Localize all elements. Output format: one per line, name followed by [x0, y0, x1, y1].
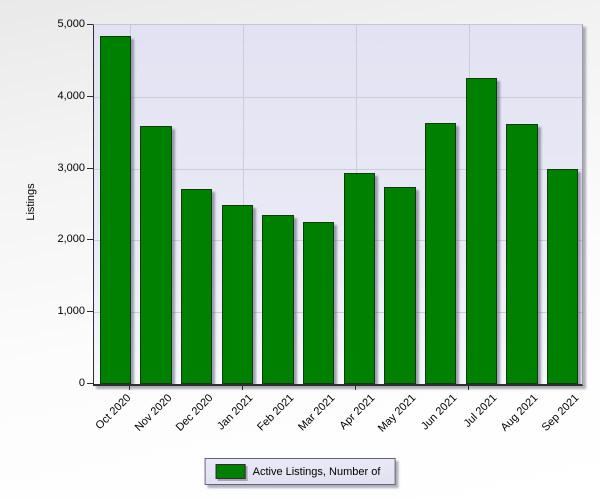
bar-nov-2020 [140, 126, 172, 384]
x-tick-mark [355, 385, 356, 390]
bar-dec-2020 [180, 188, 213, 384]
bar-jan-2021 [221, 204, 254, 384]
y-tick-label: 4,000 [57, 89, 85, 102]
y-tick-label: 1,000 [57, 305, 85, 318]
bar-oct-2020 [99, 35, 132, 384]
y-gridline [94, 312, 582, 314]
y-tick-label: 2,000 [57, 233, 85, 246]
bar-apr-2021 [343, 173, 376, 384]
y-tick-mark [87, 383, 93, 384]
legend-series-label: Active Listings, Number of [252, 465, 381, 478]
bar-jun-2021 [424, 122, 457, 384]
x-tick-mark [242, 385, 243, 390]
y-gridline [94, 96, 582, 98]
x-tick-mark [129, 385, 130, 390]
y-gridline [94, 168, 582, 170]
bar-sep-2021 [546, 168, 579, 384]
y-tick-label: 3,000 [57, 161, 85, 174]
legend-swatch-icon [215, 464, 246, 479]
y-tick-label: 0 [78, 377, 85, 389]
y-gridline [94, 240, 582, 242]
y-tick-label: 5,000 [57, 18, 85, 30]
bar-may-2021 [384, 186, 416, 384]
bar-jul-2021 [465, 78, 498, 384]
bar-aug-2021 [506, 124, 538, 384]
bar-feb-2021 [262, 214, 294, 384]
x-gridline [243, 25, 244, 384]
legend: Active Listings, Number of [204, 458, 396, 485]
y-tick-mark [87, 311, 93, 313]
bar-mar-2021 [302, 221, 335, 384]
x-tick-mark [468, 385, 469, 390]
y-tick-mark [87, 95, 93, 97]
y-axis-title: Listings [25, 183, 37, 221]
plot-area [93, 24, 583, 386]
y-tick-mark [87, 239, 93, 241]
y-tick-mark [87, 24, 93, 25]
y-tick-mark [87, 167, 93, 169]
